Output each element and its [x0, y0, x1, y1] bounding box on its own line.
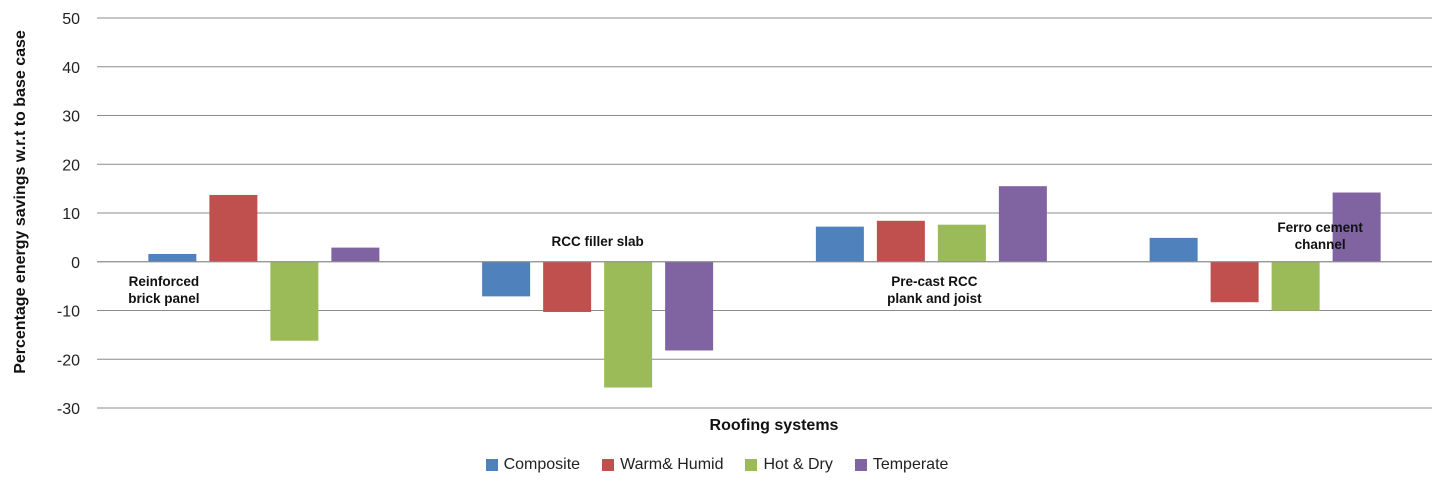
legend-label: Hot & Dry	[763, 456, 833, 473]
category-label: RCC filler slab	[551, 234, 643, 249]
x-axis-title: Roofing systems	[710, 417, 839, 434]
bar	[937, 224, 986, 262]
y-axis-title: Percentage energy savings w.r.t to base …	[12, 30, 29, 374]
category-labels: Reinforced brick panel RCC filler slab Pre-…	[128, 220, 1363, 306]
legend-item: Temperate	[854, 456, 949, 474]
legend-item: Composite	[485, 456, 581, 474]
bar	[331, 247, 380, 262]
bar	[209, 194, 258, 262]
y-tick-label: -30	[57, 401, 80, 418]
bar	[998, 186, 1047, 262]
legend-swatch	[745, 459, 758, 471]
bar	[270, 261, 319, 341]
bar	[815, 226, 864, 262]
y-tick-label: 0	[71, 255, 80, 272]
bar	[1149, 237, 1198, 262]
category-label: Ferro cement	[1277, 220, 1363, 235]
bar	[1271, 261, 1320, 311]
bar	[665, 261, 714, 351]
bar	[482, 261, 531, 297]
y-tick-label: -10	[57, 304, 80, 321]
legend-label: Composite	[503, 456, 581, 473]
legend-label: Warm& Humid	[620, 456, 724, 473]
bar-chart: 50 40 30 20 10 0 -10 -20 -30 Reinforced brick pan…	[12, 11, 1432, 434]
gridlines	[97, 17, 1432, 409]
legend-swatch	[854, 459, 867, 471]
bar	[604, 261, 653, 388]
legend-item: Warm& Humid	[602, 456, 723, 474]
legend: Composite Warm& Humid Hot & Dry Temperate	[0, 456, 1434, 474]
y-tick-labels: 50 40 30 20 10 0 -10 -20 -30	[57, 11, 80, 418]
category-label: Pre-cast RCC	[891, 274, 978, 289]
y-tick-label: 20	[62, 157, 80, 174]
category-label: Reinforced	[129, 274, 200, 289]
legend-swatch	[602, 459, 615, 471]
category-label: channel	[1295, 237, 1346, 252]
category-label: brick panel	[128, 291, 199, 306]
bar	[543, 261, 592, 312]
bar	[876, 220, 925, 262]
y-tick-label: -20	[57, 352, 80, 369]
y-tick-label: 40	[62, 60, 80, 77]
bar	[148, 253, 197, 262]
legend-label: Temperate	[872, 456, 949, 473]
legend-swatch	[485, 459, 498, 471]
bar	[1332, 192, 1381, 262]
y-tick-label: 30	[62, 109, 80, 126]
legend-item: Hot & Dry	[745, 456, 833, 474]
y-tick-label: 10	[62, 206, 80, 223]
category-label: plank and joist	[887, 291, 982, 306]
y-tick-label: 50	[62, 11, 80, 28]
bar	[1210, 261, 1259, 303]
bars	[97, 186, 1432, 388]
